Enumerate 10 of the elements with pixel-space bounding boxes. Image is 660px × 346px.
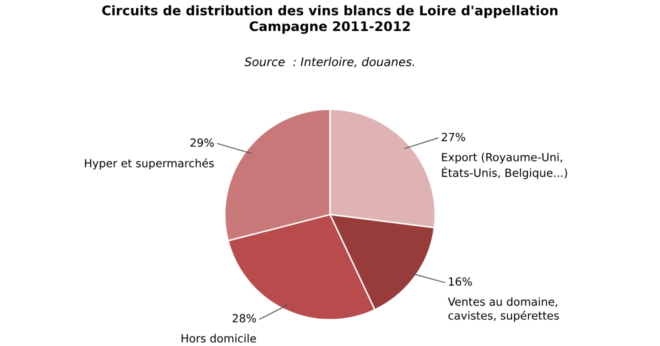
slice-label: Hors domicile <box>182 334 256 343</box>
data-label: 27% <box>442 132 466 142</box>
slice-label: Ventes au domaine, cavistes, supérettes <box>448 297 559 322</box>
chart-subtitle: Source : Interloire, douanes. <box>244 57 414 68</box>
chart-title: Circuits de distribution des vins blancs de Loire d'appellation Campagne 2011-2012 <box>102 5 558 34</box>
data-label: 28% <box>232 314 256 322</box>
slice-label: Export (Royaume-Uni, États-Unis, Belgique...) <box>442 152 568 180</box>
slice-label: Hyper et supermarchés <box>85 158 214 170</box>
data-label: 16% <box>449 277 472 286</box>
data-label: 29% <box>190 138 214 147</box>
